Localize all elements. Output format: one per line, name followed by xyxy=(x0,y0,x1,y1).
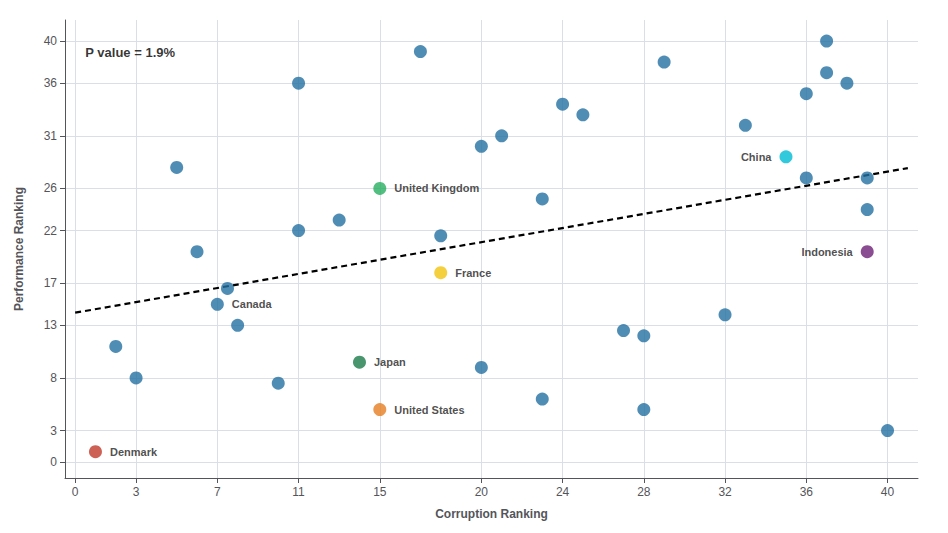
svg-text:11: 11 xyxy=(292,485,305,499)
svg-text:31: 31 xyxy=(44,129,58,143)
svg-text:22: 22 xyxy=(44,224,58,238)
svg-text:Japan: Japan xyxy=(374,356,406,368)
svg-text:32: 32 xyxy=(718,485,732,499)
svg-text:China: China xyxy=(741,151,772,163)
svg-text:0: 0 xyxy=(50,455,57,469)
svg-text:United States: United States xyxy=(394,404,464,416)
svg-text:15: 15 xyxy=(373,485,387,499)
svg-text:P value = 1.9%: P value = 1.9% xyxy=(85,45,175,60)
svg-text:28: 28 xyxy=(637,485,651,499)
svg-text:0: 0 xyxy=(72,485,79,499)
svg-text:Performance Ranking: Performance Ranking xyxy=(12,187,26,311)
svg-text:26: 26 xyxy=(44,181,58,195)
svg-text:20: 20 xyxy=(475,485,489,499)
svg-text:France: France xyxy=(455,267,491,279)
svg-text:Denmark: Denmark xyxy=(110,446,158,458)
svg-text:40: 40 xyxy=(881,485,895,499)
svg-text:36: 36 xyxy=(800,485,814,499)
svg-text:8: 8 xyxy=(50,371,57,385)
svg-text:17: 17 xyxy=(44,276,58,290)
svg-text:United Kingdom: United Kingdom xyxy=(394,182,479,194)
svg-text:Corruption Ranking: Corruption Ranking xyxy=(435,507,548,521)
svg-text:3: 3 xyxy=(50,424,57,438)
svg-text:36: 36 xyxy=(44,76,58,90)
svg-text:7: 7 xyxy=(214,485,221,499)
svg-text:Indonesia: Indonesia xyxy=(801,246,853,258)
svg-text:24: 24 xyxy=(556,485,570,499)
svg-text:40: 40 xyxy=(44,34,58,48)
svg-text:3: 3 xyxy=(133,485,140,499)
svg-text:Canada: Canada xyxy=(232,298,273,310)
svg-text:13: 13 xyxy=(44,318,58,332)
